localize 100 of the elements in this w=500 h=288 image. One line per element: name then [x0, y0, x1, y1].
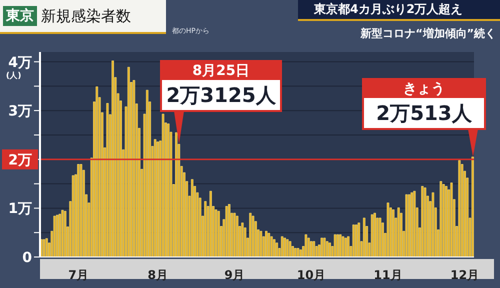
bar: [450, 182, 453, 257]
bar: [112, 60, 114, 257]
bar: [286, 239, 289, 257]
bar: [342, 236, 344, 257]
x-tick-label: 9月: [224, 268, 245, 282]
bar: [233, 212, 236, 257]
y-tick-label: 0: [22, 250, 32, 266]
bar: [156, 142, 159, 257]
bar: [284, 238, 286, 257]
bar: [56, 214, 58, 257]
bar: [214, 209, 218, 257]
bar: [249, 212, 252, 257]
annotation: 8月25日: [162, 62, 280, 80]
bar: [146, 90, 148, 257]
x-tick-label: 7月: [68, 268, 89, 282]
bar: [106, 103, 109, 257]
bar: [225, 206, 228, 257]
bar: [358, 222, 360, 257]
bar: [270, 236, 273, 257]
callout-box: きょう 2万513人: [362, 78, 486, 130]
bar: [397, 208, 400, 257]
bar: [408, 194, 410, 257]
bar: [77, 164, 80, 257]
y-tick-label: 1万: [8, 201, 32, 218]
bar: [132, 80, 136, 257]
bar: [344, 238, 347, 257]
bar: [339, 234, 342, 257]
x-tick-label: 12月: [450, 268, 480, 282]
bar: [460, 164, 464, 257]
bar: [296, 248, 300, 257]
bar: [378, 218, 382, 257]
bar: [96, 86, 98, 257]
bar: [154, 139, 156, 257]
bar: [362, 218, 366, 257]
bar: [294, 248, 297, 257]
bar: [310, 241, 312, 257]
bar: [299, 249, 302, 257]
bar: [386, 202, 390, 257]
bar: [42, 239, 46, 257]
bar: [209, 190, 212, 257]
bar: [162, 114, 164, 257]
bar: [312, 241, 316, 257]
bar: [265, 230, 268, 257]
bar: [410, 192, 414, 257]
bar: [320, 238, 324, 257]
bar: [307, 238, 310, 257]
x-tick-label: 10月: [296, 268, 326, 282]
chart-title: 東京 新規感染者数: [4, 6, 131, 26]
bar: [421, 186, 424, 257]
bar: [190, 179, 194, 257]
y-axis-title: (人): [6, 70, 22, 81]
bar: [334, 234, 336, 257]
bar: [64, 210, 66, 257]
bar: [268, 232, 270, 257]
annotation: 2万3125人: [165, 82, 277, 109]
bar: [424, 187, 426, 257]
y-tick-label: 4万: [8, 54, 32, 71]
bar: [392, 209, 394, 257]
x-tick-label: 8月: [148, 268, 168, 282]
text: 新型コロナ“増加傾向”続く: [360, 26, 496, 41]
annotation: きょう: [364, 80, 484, 98]
bar: [260, 230, 262, 257]
y-tick-label: 3万: [8, 104, 32, 120]
bar: [458, 160, 461, 257]
bar: [80, 164, 82, 257]
bar: [432, 192, 434, 257]
callout-box: 8月25日 2万3125人: [160, 60, 282, 112]
bar: [127, 66, 130, 257]
bar: [272, 239, 276, 257]
bar: [252, 216, 254, 257]
bar: [326, 241, 328, 257]
chart-subtitle: 東京都4カ月ぶり2万人超え: [298, 0, 500, 21]
bar: [355, 224, 358, 257]
bar: [347, 236, 350, 257]
x-tick-label: 11月: [374, 268, 402, 282]
bar: [352, 224, 355, 257]
bar: [374, 212, 376, 257]
bar: [228, 204, 230, 257]
bar: [204, 201, 207, 257]
bar: [336, 234, 339, 257]
bar: [175, 132, 178, 257]
bar: [241, 222, 244, 257]
bar: [276, 242, 278, 257]
bar: [442, 184, 445, 257]
bar: [304, 234, 308, 257]
bar: [72, 175, 74, 257]
y-tick-label: 2万: [8, 152, 32, 168]
bar: [288, 241, 292, 257]
bar: [370, 214, 374, 257]
bar: [328, 242, 331, 257]
bar: [53, 216, 56, 257]
bar: [61, 210, 64, 257]
bar: [58, 214, 62, 257]
bar: [167, 124, 170, 257]
annotation: 2万513人: [375, 100, 473, 127]
bar: [236, 216, 238, 257]
bar: [280, 236, 284, 257]
bar: [413, 190, 416, 257]
bar: [440, 181, 442, 257]
bar: [323, 238, 326, 257]
